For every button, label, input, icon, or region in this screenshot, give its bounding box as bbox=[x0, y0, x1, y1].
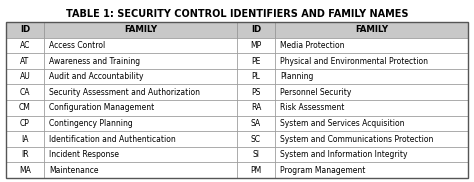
Bar bbox=[44, 131, 237, 147]
Text: Security Assessment and Authorization: Security Assessment and Authorization bbox=[49, 88, 200, 97]
Bar bbox=[275, 38, 468, 53]
Text: FAMILY: FAMILY bbox=[355, 25, 388, 34]
Text: IR: IR bbox=[21, 150, 29, 159]
Bar bbox=[275, 116, 468, 131]
Bar bbox=[44, 69, 237, 84]
Text: ID: ID bbox=[251, 25, 261, 34]
Text: Configuration Management: Configuration Management bbox=[49, 103, 154, 112]
Text: CM: CM bbox=[19, 103, 31, 112]
Bar bbox=[44, 116, 237, 131]
Text: Risk Assessment: Risk Assessment bbox=[280, 103, 345, 112]
Text: Access Control: Access Control bbox=[49, 41, 105, 50]
Bar bbox=[44, 84, 237, 100]
Bar bbox=[275, 147, 468, 162]
Text: SI: SI bbox=[253, 150, 259, 159]
Text: AC: AC bbox=[20, 41, 30, 50]
Text: Planning: Planning bbox=[280, 72, 313, 81]
Bar bbox=[6, 162, 44, 178]
Text: RA: RA bbox=[251, 103, 261, 112]
Bar bbox=[6, 116, 44, 131]
Bar bbox=[237, 116, 275, 131]
Text: ID: ID bbox=[20, 25, 30, 34]
Bar bbox=[6, 22, 468, 178]
Text: Physical and Environmental Protection: Physical and Environmental Protection bbox=[280, 56, 428, 66]
Bar bbox=[44, 100, 237, 116]
Text: Identification and Authentication: Identification and Authentication bbox=[49, 134, 176, 143]
Text: SA: SA bbox=[251, 119, 261, 128]
Text: Media Protection: Media Protection bbox=[280, 41, 345, 50]
Bar bbox=[275, 22, 468, 38]
Bar bbox=[275, 162, 468, 178]
Bar bbox=[275, 131, 468, 147]
Text: Maintenance: Maintenance bbox=[49, 166, 99, 175]
Text: PE: PE bbox=[251, 56, 261, 66]
Text: System and Services Acquisition: System and Services Acquisition bbox=[280, 119, 404, 128]
Bar bbox=[275, 100, 468, 116]
Bar bbox=[237, 38, 275, 53]
Bar bbox=[6, 22, 44, 38]
Bar bbox=[6, 38, 44, 53]
Text: Incident Response: Incident Response bbox=[49, 150, 119, 159]
Text: CA: CA bbox=[20, 88, 30, 97]
Text: AT: AT bbox=[20, 56, 29, 66]
Text: Personnel Security: Personnel Security bbox=[280, 88, 351, 97]
Text: CP: CP bbox=[20, 119, 30, 128]
Text: AU: AU bbox=[19, 72, 30, 81]
Text: Program Management: Program Management bbox=[280, 166, 365, 175]
Bar bbox=[275, 84, 468, 100]
Text: TABLE 1: SECURITY CONTROL IDENTIFIERS AND FAMILY NAMES: TABLE 1: SECURITY CONTROL IDENTIFIERS AN… bbox=[66, 9, 408, 19]
Text: Contingency Planning: Contingency Planning bbox=[49, 119, 133, 128]
Bar bbox=[237, 147, 275, 162]
Bar bbox=[6, 147, 44, 162]
Text: FAMILY: FAMILY bbox=[124, 25, 157, 34]
Bar bbox=[6, 100, 44, 116]
Bar bbox=[237, 162, 275, 178]
Text: IA: IA bbox=[21, 134, 29, 143]
Bar bbox=[44, 162, 237, 178]
Text: SC: SC bbox=[251, 134, 261, 143]
Text: Audit and Accountability: Audit and Accountability bbox=[49, 72, 144, 81]
Text: MA: MA bbox=[19, 166, 31, 175]
Bar bbox=[44, 147, 237, 162]
Bar bbox=[44, 53, 237, 69]
Bar bbox=[44, 38, 237, 53]
Text: MP: MP bbox=[250, 41, 262, 50]
Text: System and Communications Protection: System and Communications Protection bbox=[280, 134, 433, 143]
Bar bbox=[6, 69, 44, 84]
Text: PL: PL bbox=[252, 72, 260, 81]
Bar bbox=[237, 69, 275, 84]
Bar bbox=[237, 131, 275, 147]
Bar bbox=[237, 22, 275, 38]
Text: System and Information Integrity: System and Information Integrity bbox=[280, 150, 408, 159]
Bar bbox=[275, 69, 468, 84]
Text: Awareness and Training: Awareness and Training bbox=[49, 56, 140, 66]
Bar bbox=[6, 53, 44, 69]
Bar bbox=[6, 84, 44, 100]
Bar bbox=[44, 22, 237, 38]
Text: PS: PS bbox=[251, 88, 261, 97]
Bar bbox=[275, 53, 468, 69]
Bar bbox=[6, 131, 44, 147]
Bar bbox=[237, 100, 275, 116]
Bar bbox=[237, 53, 275, 69]
Text: PM: PM bbox=[250, 166, 262, 175]
Bar bbox=[237, 84, 275, 100]
